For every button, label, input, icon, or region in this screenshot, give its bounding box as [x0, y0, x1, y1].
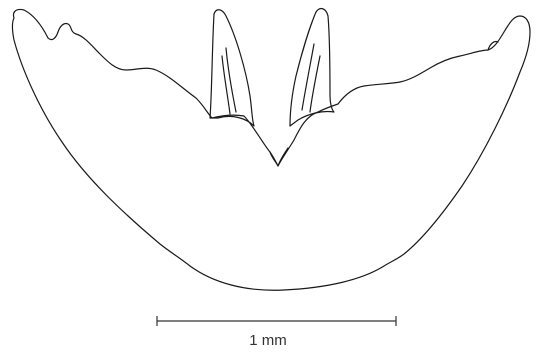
right-tooth-inner: [301, 43, 315, 111]
right-tooth: [289, 7, 335, 127]
left-tooth: [209, 9, 255, 127]
scale-bar-label: 1 mm: [249, 332, 287, 349]
center-notch: [269, 147, 289, 167]
body-outline: [11, 8, 531, 291]
right-margin-detail: [487, 40, 499, 51]
left-tooth-inner: [225, 47, 237, 113]
scale-bar: [156, 316, 397, 326]
right-tooth-inner-2: [309, 55, 321, 113]
left-tooth-inner-2: [221, 55, 231, 115]
outline-drawing: [11, 7, 531, 291]
